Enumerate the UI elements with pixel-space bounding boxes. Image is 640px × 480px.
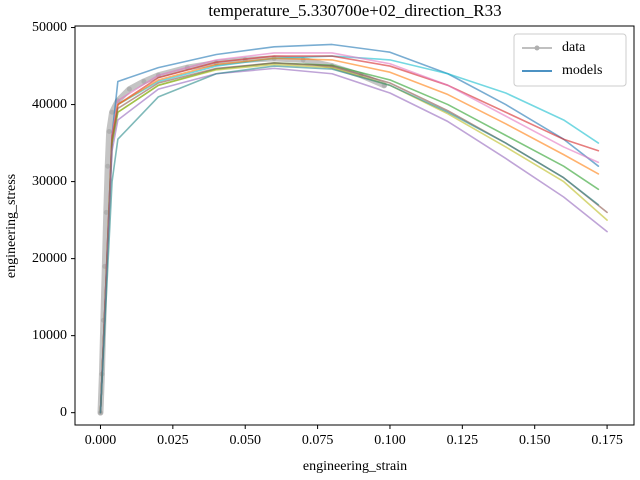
x-tick-label: 0.175 xyxy=(591,433,623,448)
legend-label: data xyxy=(562,40,586,55)
data-point xyxy=(106,129,112,135)
y-tick-label: 30000 xyxy=(32,174,67,189)
model-line xyxy=(99,43,600,414)
y-axis-label: engineering_stress xyxy=(4,174,19,278)
x-tick-label: 0.150 xyxy=(519,433,551,448)
plot-frame xyxy=(74,25,635,426)
legend-marker xyxy=(534,45,540,51)
data-point xyxy=(105,163,111,169)
y-tick-label: 10000 xyxy=(32,328,67,343)
x-tick-label: 0.075 xyxy=(302,433,334,448)
model-line xyxy=(99,65,600,414)
x-tick-label: 0.025 xyxy=(157,433,189,448)
data-point xyxy=(103,209,109,215)
data-point xyxy=(109,109,115,115)
y-tick-label: 0 xyxy=(60,405,67,420)
model-line xyxy=(99,67,608,414)
legend-label: models xyxy=(562,63,602,78)
y-tick-label: 40000 xyxy=(32,97,67,112)
data-point xyxy=(126,86,132,92)
y-tick-label: 20000 xyxy=(32,251,67,266)
chart-title: temperature_5.330700e+02_direction_R33 xyxy=(208,1,501,20)
x-axis-label: engineering_strain xyxy=(303,459,407,474)
x-tick-label: 0.100 xyxy=(374,433,406,448)
y-tick-label: 50000 xyxy=(32,20,67,35)
x-tick-label: 0.000 xyxy=(85,433,117,448)
x-tick-label: 0.125 xyxy=(447,433,479,448)
x-tick-label: 0.050 xyxy=(229,433,261,448)
